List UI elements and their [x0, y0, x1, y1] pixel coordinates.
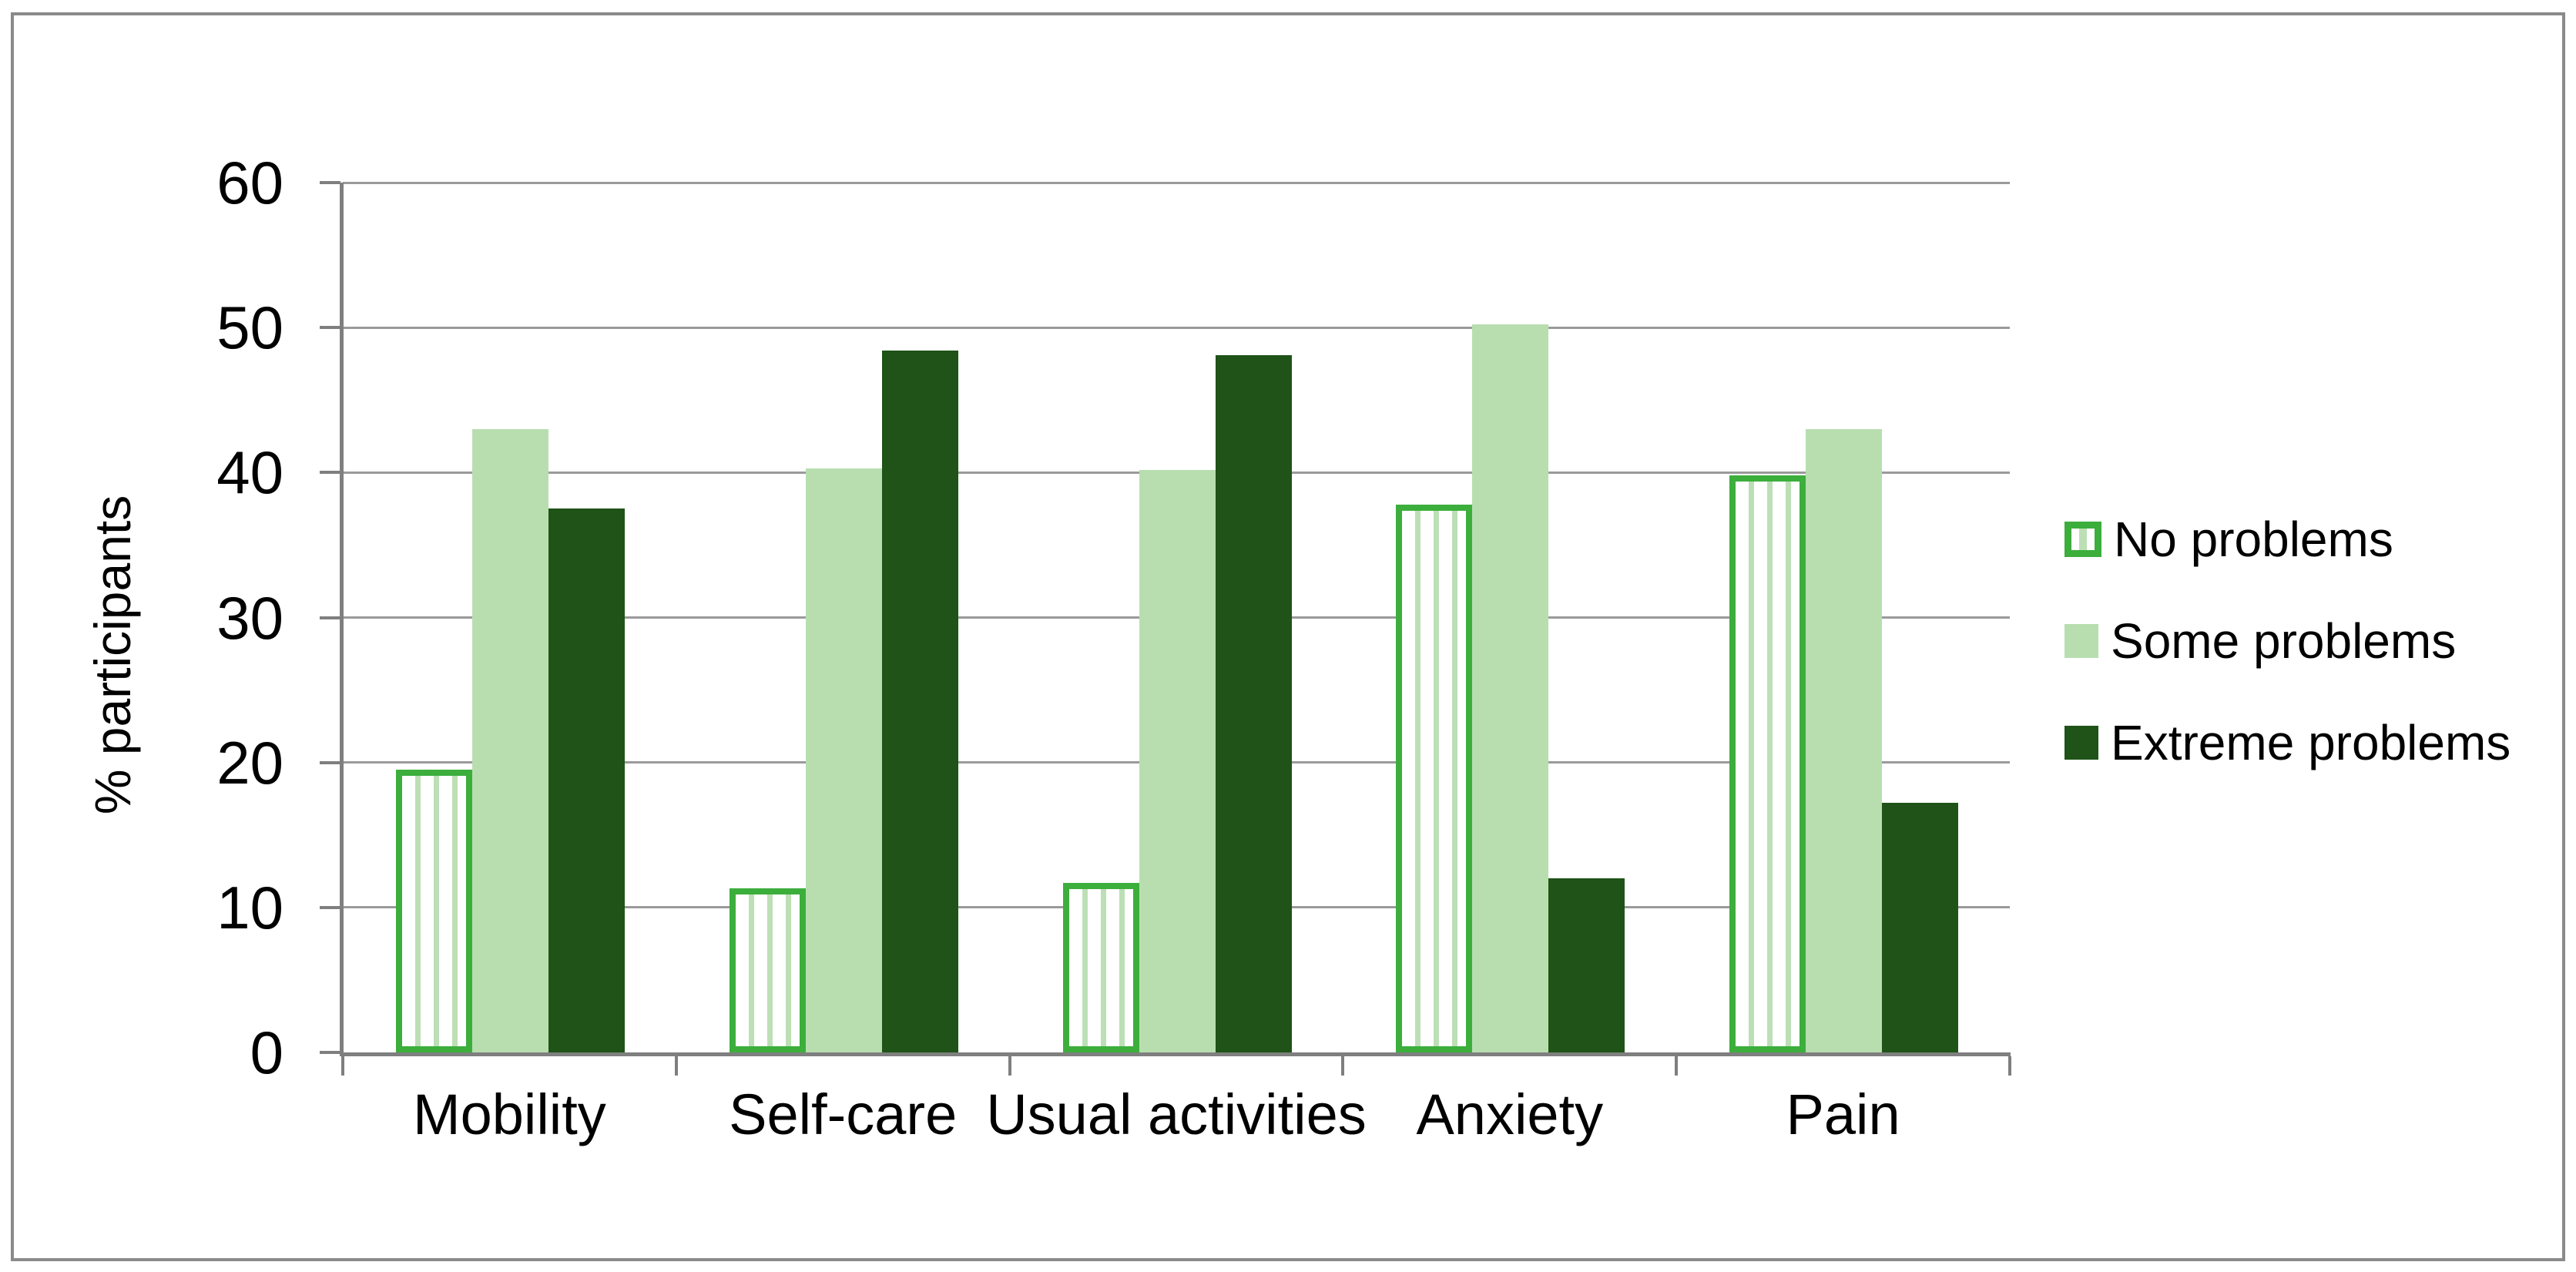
bar-some-problems-pain: [1806, 428, 1883, 1052]
y-axis-tick-50: [320, 326, 340, 330]
y-tick-label-50: 50: [216, 294, 283, 362]
y-axis-line: [340, 183, 344, 1056]
x-category-label-usual-activities: Usual activities: [986, 1082, 1367, 1146]
bar-no-problems-anxiety: [1396, 504, 1473, 1052]
x-axis-tick-3: [1341, 1056, 1345, 1076]
bar-no-problems-usual-activities: [1062, 882, 1139, 1052]
bar-extreme-problems-mobility: [548, 508, 625, 1052]
bar-extreme-problems-anxiety: [1548, 878, 1625, 1052]
bar-some-problems-usual-activities: [1139, 469, 1216, 1052]
x-category-label-anxiety: Anxiety: [1416, 1082, 1604, 1146]
x-axis-tick-0: [341, 1056, 344, 1076]
x-category-label-self-care: Self-care: [729, 1082, 958, 1146]
legend-swatch-no-problems: [2064, 522, 2101, 557]
legend-swatch-some-problems: [2064, 624, 2098, 658]
y-tick-label-10: 10: [216, 873, 283, 941]
y-axis-tick-30: [320, 616, 340, 619]
y-axis-tick-20: [320, 760, 340, 764]
x-category-label-pain: Pain: [1786, 1082, 1900, 1146]
x-axis-line: [340, 1052, 2011, 1056]
x-category-label-mobility: Mobility: [412, 1082, 606, 1146]
y-axis-tick-40: [320, 471, 340, 475]
bar-extreme-problems-self-care: [881, 351, 958, 1052]
y-tick-label-0: 0: [250, 1019, 283, 1086]
figure-border: [11, 12, 2565, 1261]
y-axis-tick-60: [320, 181, 340, 184]
gridline-50: [343, 326, 2010, 329]
y-tick-label-40: 40: [216, 438, 283, 507]
bar-no-problems-mobility: [396, 770, 472, 1052]
legend-label-some-problems: Some problems: [2111, 613, 2457, 669]
x-axis-tick-1: [674, 1056, 678, 1076]
legend-swatch-extreme-problems: [2064, 726, 2098, 760]
x-axis-tick-2: [1008, 1056, 1011, 1076]
plot-area: [320, 181, 2011, 1076]
y-tick-label-30: 30: [216, 583, 283, 652]
y-axis-tick-10: [320, 905, 340, 909]
bar-no-problems-self-care: [729, 888, 806, 1052]
y-axis-tick-0: [320, 1051, 340, 1054]
legend-label-no-problems: No problems: [2114, 512, 2393, 567]
legend-label-extreme-problems: Extreme problems: [2111, 715, 2511, 770]
legend-item-no-problems: No problems: [2064, 508, 2393, 570]
x-axis-tick-5: [2008, 1056, 2011, 1076]
gridline-60: [343, 181, 2010, 184]
bar-some-problems-self-care: [805, 468, 882, 1052]
bar-extreme-problems-usual-activities: [1215, 354, 1292, 1052]
legend-item-some-problems: Some problems: [2064, 610, 2456, 672]
y-tick-label-60: 60: [216, 149, 283, 216]
bar-some-problems-anxiety: [1472, 324, 1549, 1052]
bar-extreme-problems-pain: [1882, 803, 1959, 1052]
bar-no-problems-pain: [1729, 475, 1806, 1052]
x-axis-tick-4: [1675, 1056, 1679, 1076]
legend-item-extreme-problems: Extreme problems: [2064, 712, 2511, 774]
y-tick-label-20: 20: [216, 728, 283, 797]
bar-some-problems-mobility: [472, 428, 548, 1052]
